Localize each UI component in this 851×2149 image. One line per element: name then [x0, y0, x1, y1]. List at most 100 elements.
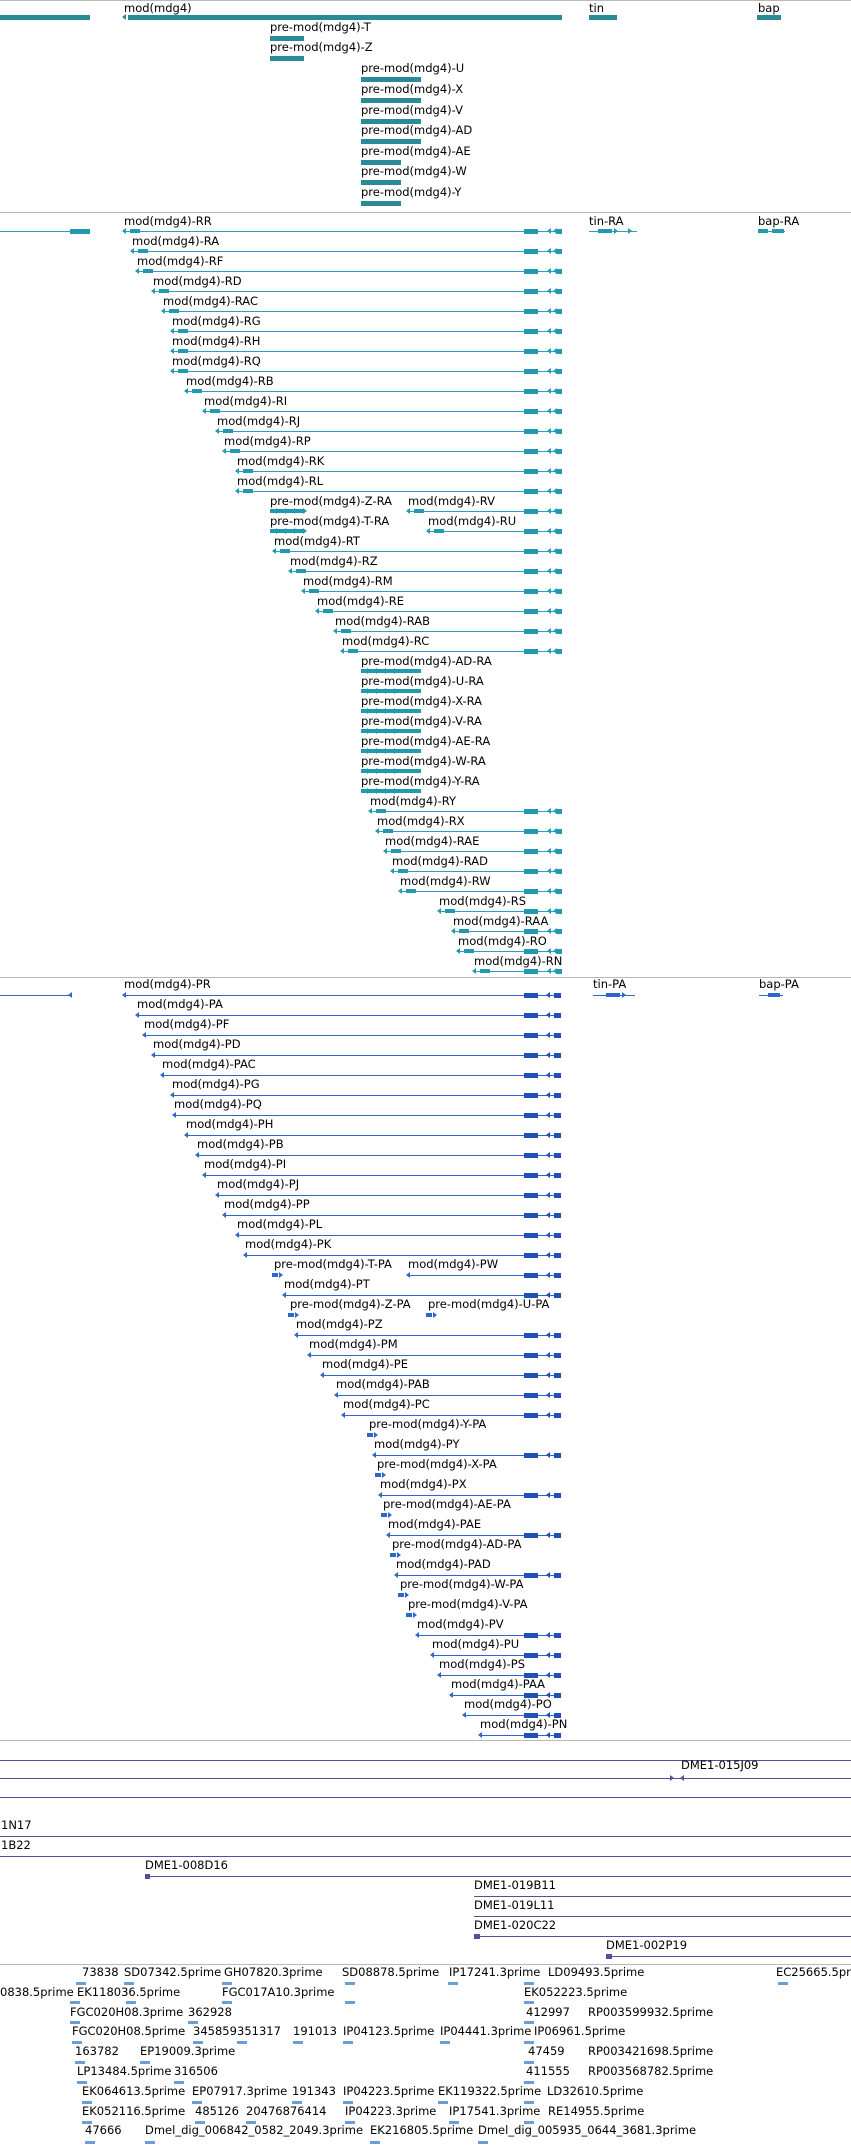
- exon-block[interactable]: [556, 849, 562, 854]
- exon-block[interactable]: [406, 889, 416, 893]
- est-block[interactable]: [72, 2041, 82, 2044]
- exon-block[interactable]: [556, 309, 562, 314]
- est-block[interactable]: [524, 2001, 534, 2004]
- exon-block[interactable]: [210, 409, 220, 413]
- exon-block[interactable]: [554, 1153, 561, 1158]
- exon-block[interactable]: [556, 369, 562, 374]
- exon-block[interactable]: [554, 1713, 561, 1718]
- exon-block[interactable]: [138, 249, 148, 253]
- feature-line[interactable]: [374, 1455, 561, 1456]
- feature-line[interactable]: [377, 831, 561, 832]
- exon-block[interactable]: [556, 509, 562, 514]
- exon-block[interactable]: [554, 1073, 561, 1078]
- est-block[interactable]: [343, 2041, 353, 2044]
- protein-exon[interactable]: [375, 1473, 381, 1477]
- exon-block[interactable]: [554, 1493, 561, 1498]
- est-block[interactable]: [126, 2001, 136, 2004]
- pre-gene-block[interactable]: [361, 77, 421, 82]
- exon-block[interactable]: [524, 1253, 538, 1258]
- exon-block[interactable]: [474, 1934, 480, 1939]
- insertion-line[interactable]: [474, 1936, 851, 1937]
- feature-line[interactable]: [392, 871, 561, 872]
- exon-block[interactable]: [524, 1453, 538, 1458]
- est-block[interactable]: [124, 1982, 134, 1985]
- exon-block[interactable]: [556, 229, 562, 234]
- exon-block[interactable]: [556, 629, 562, 634]
- exon-block[interactable]: [556, 249, 562, 254]
- feature-line[interactable]: [370, 811, 561, 812]
- est-block[interactable]: [448, 1982, 458, 1985]
- protein-exon[interactable]: [390, 1553, 396, 1557]
- est-block[interactable]: [145, 2141, 155, 2144]
- exon-block[interactable]: [524, 1033, 538, 1038]
- exon-block[interactable]: [524, 269, 538, 274]
- feature-line[interactable]: [217, 1195, 561, 1196]
- exon-block[interactable]: [554, 1693, 561, 1698]
- est-block[interactable]: [222, 1982, 232, 1985]
- exon-block[interactable]: [524, 809, 538, 814]
- exon-block[interactable]: [556, 389, 562, 394]
- exon-block[interactable]: [556, 529, 562, 534]
- exon-block[interactable]: [524, 1333, 538, 1338]
- pre-transcript-exon[interactable]: [361, 689, 421, 693]
- exon-block[interactable]: [554, 1033, 561, 1038]
- exon-block[interactable]: [554, 1573, 561, 1578]
- feature-line[interactable]: [453, 931, 561, 932]
- est-block[interactable]: [345, 2121, 355, 2124]
- feature-line[interactable]: [380, 1495, 561, 1496]
- exon-block[interactable]: [524, 889, 538, 894]
- exon-block[interactable]: [556, 649, 562, 654]
- feature-line[interactable]: [132, 251, 561, 252]
- exon-block[interactable]: [434, 529, 444, 533]
- exon-block[interactable]: [524, 489, 538, 494]
- exon-block[interactable]: [554, 1353, 561, 1358]
- pre-gene-block[interactable]: [361, 180, 401, 185]
- feature-line[interactable]: [153, 1055, 561, 1056]
- exon-block[interactable]: [554, 1173, 561, 1178]
- est-block[interactable]: [70, 2001, 80, 2004]
- pre-gene-block[interactable]: [270, 56, 304, 61]
- exon-block[interactable]: [524, 349, 538, 354]
- exon-block[interactable]: [554, 993, 561, 998]
- feature-line[interactable]: [303, 591, 561, 592]
- est-block[interactable]: [293, 2041, 303, 2044]
- exon-block[interactable]: [524, 1153, 538, 1158]
- exon-block[interactable]: [524, 1293, 538, 1298]
- exon-block[interactable]: [524, 969, 538, 974]
- feature-line[interactable]: [417, 1635, 561, 1636]
- insertion-line[interactable]: [0, 1856, 851, 1857]
- est-block[interactable]: [292, 2101, 302, 2104]
- est-block[interactable]: [345, 2001, 355, 2004]
- exon-block[interactable]: [524, 629, 538, 634]
- exon-block[interactable]: [554, 1393, 561, 1398]
- feature-line[interactable]: [237, 471, 561, 472]
- feature-line[interactable]: [336, 1395, 561, 1396]
- est-block[interactable]: [192, 2101, 202, 2104]
- exon-block[interactable]: [554, 1413, 561, 1418]
- est-block[interactable]: [140, 2061, 150, 2064]
- feature-line[interactable]: [309, 1355, 561, 1356]
- exon-block[interactable]: [230, 449, 240, 453]
- exon-block[interactable]: [554, 1533, 561, 1538]
- exon-block[interactable]: [554, 1653, 561, 1658]
- est-block[interactable]: [478, 2141, 488, 2144]
- feature-line[interactable]: [172, 351, 561, 352]
- exon-block[interactable]: [480, 969, 490, 973]
- est-block[interactable]: [524, 2061, 534, 2064]
- exon-block[interactable]: [296, 569, 306, 573]
- exon-block[interactable]: [524, 369, 538, 374]
- pre-gene-block[interactable]: [270, 36, 304, 41]
- exon-block[interactable]: [524, 1353, 538, 1358]
- pre-transcript-exon[interactable]: [361, 789, 421, 793]
- exon-block[interactable]: [143, 269, 153, 273]
- feature-line[interactable]: [408, 511, 561, 512]
- protein-exon[interactable]: [398, 1593, 404, 1597]
- feature-line[interactable]: [758, 231, 785, 232]
- exon-block[interactable]: [524, 1493, 538, 1498]
- exon-block[interactable]: [524, 289, 538, 294]
- exon-block[interactable]: [524, 1173, 538, 1178]
- feature-line[interactable]: [224, 1215, 561, 1216]
- feature-line[interactable]: [432, 1655, 561, 1656]
- est-block[interactable]: [449, 2121, 459, 2124]
- exon-block[interactable]: [556, 829, 562, 834]
